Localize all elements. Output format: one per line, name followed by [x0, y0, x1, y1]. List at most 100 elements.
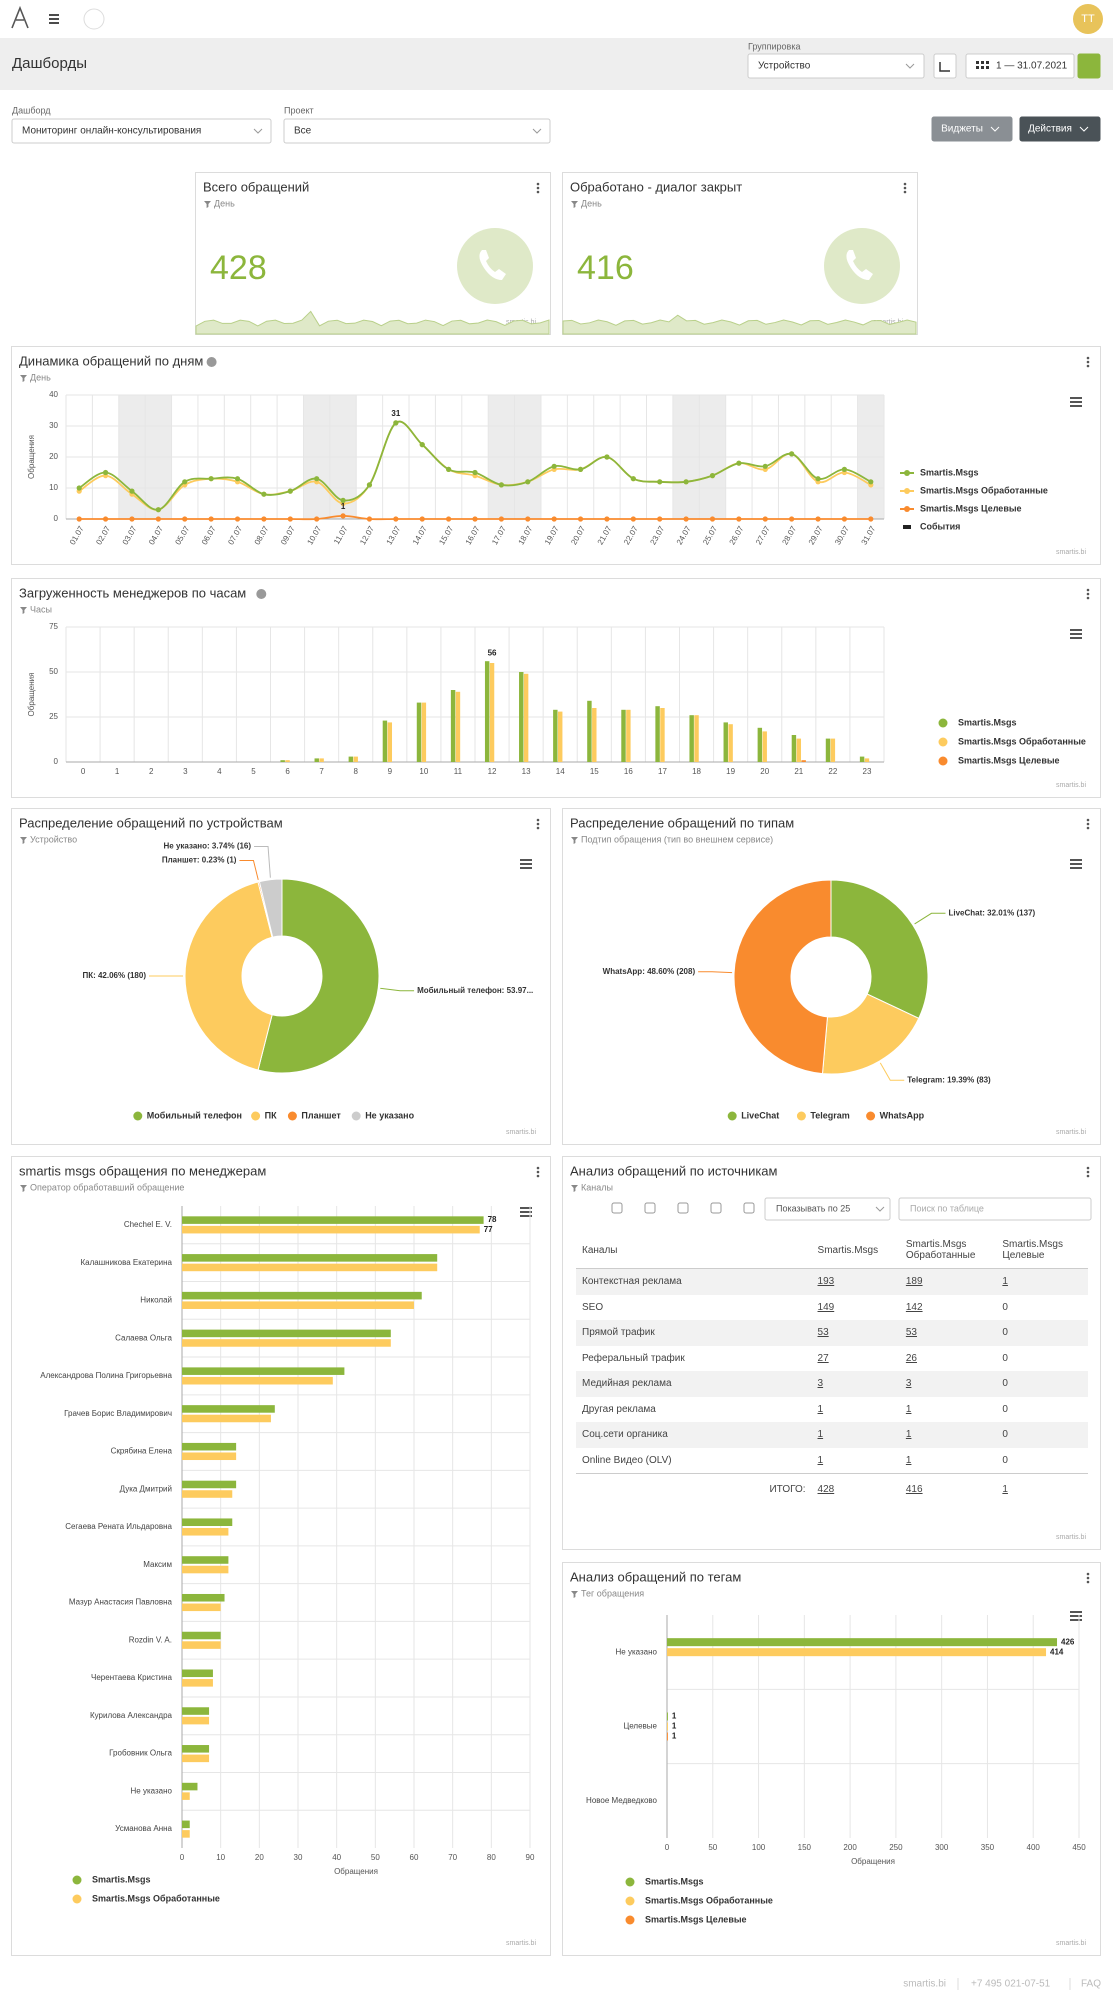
- table-cell: 0: [1002, 1454, 1008, 1466]
- table-cell: 0: [996, 1371, 1088, 1397]
- widget-filter: Подтип обращения (тип во внешнем сервисе…: [581, 834, 773, 844]
- widget-filter: Часы: [30, 604, 52, 614]
- menu-dot: [536, 1166, 540, 1170]
- bar: [667, 1722, 668, 1731]
- table-cell: 0: [996, 1320, 1088, 1346]
- widgets-button[interactable]: [931, 116, 1013, 142]
- bar: [667, 1638, 1058, 1647]
- bar: [182, 1490, 233, 1498]
- top-bar: [0, 0, 1113, 38]
- x-tick-label: 70: [448, 1853, 457, 1862]
- point: [419, 442, 425, 448]
- legend-marker: [133, 1111, 143, 1121]
- bar: [416, 702, 422, 762]
- widget-title: Динамика обращений по дням: [19, 353, 203, 368]
- column-header[interactable]: Каналы: [576, 1232, 812, 1269]
- point: [841, 466, 848, 472]
- date-picker[interactable]: [965, 53, 1075, 79]
- point: [630, 516, 636, 522]
- y-tick-label: Николай: [140, 1296, 172, 1305]
- totals-row: ИТОГО: 428 416 1: [576, 1473, 1088, 1504]
- column-header[interactable]: Smartis.Msgs: [811, 1232, 900, 1269]
- point: [709, 473, 716, 479]
- watermark: smartis.bi: [506, 1129, 536, 1136]
- label-connector: [879, 1062, 905, 1081]
- point: [155, 516, 161, 522]
- data-label: 1: [672, 1722, 677, 1731]
- x-tick-label: 22: [828, 767, 837, 776]
- bar: [484, 661, 490, 762]
- bar: [553, 709, 558, 762]
- page-size-label: Показывать по 25: [776, 1203, 850, 1213]
- legend-label: Smartis.Msgs: [958, 717, 1017, 727]
- page-size-select[interactable]: [764, 1197, 891, 1221]
- legend-label: События: [920, 521, 960, 531]
- menu-icon[interactable]: [49, 14, 59, 24]
- logo[interactable]: [11, 5, 29, 29]
- icon: [939, 62, 950, 72]
- column-header[interactable]: Smartis.Msgs Обработанные: [899, 1232, 997, 1269]
- legend-marker: [866, 1111, 876, 1121]
- column-header[interactable]: Smartis.Msgs Целевые: [996, 1232, 1088, 1269]
- point: [736, 460, 742, 466]
- toolbar-icon[interactable]: [644, 1202, 656, 1214]
- toolbar-icon[interactable]: [611, 1202, 623, 1214]
- bar: [655, 706, 660, 762]
- legend-marker: [625, 1915, 635, 1925]
- bar: [182, 1216, 484, 1224]
- table-cell: 1: [905, 1403, 912, 1415]
- legend-label: Smartis.Msgs Обработанные: [920, 485, 1048, 495]
- x-tick-label: 14: [556, 767, 565, 776]
- actions-button[interactable]: [1019, 116, 1101, 142]
- chart-menu[interactable]: [1070, 629, 1082, 639]
- chart-menu[interactable]: [1070, 1611, 1082, 1621]
- bar: [182, 1745, 210, 1753]
- search-input[interactable]: [898, 1197, 1092, 1221]
- grouping-select[interactable]: [747, 53, 925, 79]
- x-tick-label: 0: [180, 1853, 185, 1862]
- kpi-icon-bg: [457, 228, 533, 304]
- bar: [182, 1603, 221, 1612]
- y-tick-label: Скрябина Елена: [111, 1447, 173, 1456]
- project-select[interactable]: [283, 118, 551, 144]
- legend-marker: [72, 1875, 82, 1885]
- slice-label: Планшет: 0.23% (1): [162, 856, 237, 865]
- y-tick-label: Александрова Полина Григорьевна: [40, 1371, 172, 1380]
- compare-button[interactable]: [933, 53, 957, 79]
- point: [393, 420, 399, 426]
- label-connector: [380, 987, 415, 992]
- theme-toggle[interactable]: [83, 8, 105, 30]
- bar: [285, 760, 290, 762]
- chart-menu[interactable]: [520, 859, 532, 869]
- x-tick-label: 23: [863, 767, 872, 776]
- slice-label: Не указано: 3.74% (16): [164, 842, 252, 851]
- dashboard-select[interactable]: [11, 118, 272, 144]
- kpi-value: 416: [577, 249, 634, 287]
- toolbar-icon[interactable]: [743, 1202, 755, 1214]
- toolbar-icon[interactable]: [677, 1202, 689, 1214]
- x-tick-label: 1: [115, 767, 120, 776]
- chart-menu[interactable]: [1070, 397, 1082, 407]
- sources-table: Каналы Smartis.Msgs Smartis.Msgs Обработан…: [576, 1232, 1088, 1504]
- menu-dot: [1086, 356, 1090, 360]
- export-button[interactable]: [1077, 53, 1101, 79]
- data-label: 414: [1050, 1647, 1064, 1656]
- avatar[interactable]: [1073, 4, 1103, 34]
- widget-panel: [11, 346, 1101, 565]
- point: [76, 485, 82, 491]
- kpi-sparkline: [562, 314, 917, 335]
- widget-title: Анализ обращений по источникам: [570, 1163, 778, 1178]
- bar: [182, 1593, 225, 1602]
- table-row: Соц.сети органика 1 1 0: [576, 1422, 1088, 1448]
- legend-marker: [938, 737, 948, 747]
- bar: [182, 1679, 213, 1687]
- chevron: [532, 128, 542, 134]
- totals-label: ИТОГО:: [576, 1473, 812, 1504]
- toolbar-icon[interactable]: [710, 1202, 722, 1214]
- bar: [182, 1480, 237, 1489]
- search-placeholder: Поиск по таблице: [910, 1203, 984, 1213]
- chart-menu[interactable]: [1070, 859, 1082, 869]
- x-tick-label: 250: [889, 1843, 903, 1852]
- bar: [182, 1291, 422, 1300]
